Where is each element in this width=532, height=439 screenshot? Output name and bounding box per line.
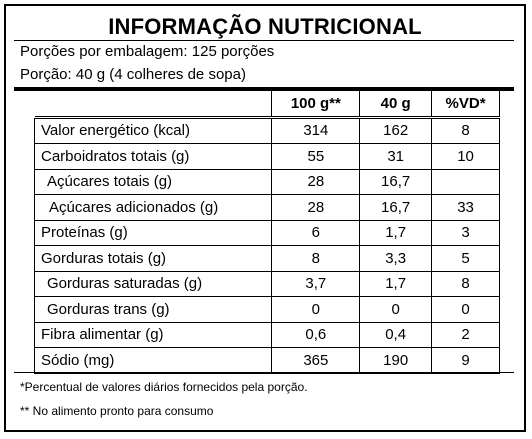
column-header-40g: 40 g [359, 90, 433, 117]
row-label: Valor energético (kcal) [33, 117, 273, 144]
value-40g: 1,7 [359, 270, 433, 297]
value-vd: 10 [431, 143, 500, 170]
column-header-nutrient [34, 90, 273, 117]
value-vd: 3 [431, 219, 500, 246]
value-vd: 0 [431, 296, 500, 323]
table-row: Gorduras saturadas (g) 3,7 1,7 8 [33, 270, 500, 297]
value-100g: 365 [271, 347, 361, 374]
value-100g: 0 [271, 296, 361, 323]
value-100g: 314 [271, 117, 361, 144]
value-40g: 162 [359, 117, 433, 144]
panel-title: INFORMAÇÃO NUTRICIONAL [108, 14, 422, 39]
row-label: Sódio (mg) [33, 347, 273, 374]
row-label: Açúcares adicionados (g) [33, 194, 273, 221]
value-100g: 6 [271, 219, 361, 246]
value-40g: 1,7 [359, 219, 433, 246]
title-divider [14, 40, 514, 41]
row-label: Gorduras saturadas (g) [33, 270, 273, 297]
value-vd [431, 168, 500, 195]
table-row: Sódio (mg) 365 190 9 [33, 347, 500, 374]
value-100g: 28 [271, 168, 361, 195]
value-vd: 33 [431, 194, 500, 221]
value-100g: 55 [271, 143, 361, 170]
footnote-divider [14, 372, 514, 373]
column-header-vd: %VD* [431, 90, 500, 117]
value-vd: 5 [431, 245, 500, 272]
row-label: Açúcares totais (g) [33, 168, 273, 195]
nutrition-facts-panel: INFORMAÇÃO NUTRICIONAL [4, 4, 526, 432]
table-row: Gorduras trans (g) 0 0 0 [33, 296, 500, 323]
table-row: Gorduras totais (g) 8 3,3 5 [33, 245, 500, 272]
row-label: Gorduras trans (g) [33, 296, 273, 323]
nutrition-table: 100 g** 40 g %VD* Valor energético (kcal… [33, 90, 500, 374]
table-row: Valor energético (kcal) 314 162 8 [33, 117, 500, 144]
footnote-ready-to-eat: ** No alimento pronto para consumo [20, 404, 214, 418]
value-vd: 9 [431, 347, 500, 374]
column-header-100g: 100 g** [271, 90, 361, 117]
table-row: Fibra alimentar (g) 0,6 0,4 2 [33, 321, 500, 348]
header-divider [14, 87, 514, 91]
value-40g: 31 [359, 143, 433, 170]
row-label: Gorduras totais (g) [33, 245, 273, 272]
value-40g: 0 [359, 296, 433, 323]
footnote-vd: *Percentual de valores diários fornecido… [20, 380, 308, 394]
value-vd: 2 [431, 321, 500, 348]
table-header-row: 100 g** 40 g %VD* [34, 90, 500, 117]
value-40g: 190 [359, 347, 433, 374]
portion-size: Porção: 40 g (4 colheres de sopa) [20, 66, 246, 83]
servings-per-package: Porções por embalagem: 125 porções [20, 43, 275, 60]
value-100g: 28 [271, 194, 361, 221]
value-100g: 8 [271, 245, 361, 272]
table-row: Carboidratos totais (g) 55 31 10 [33, 143, 500, 170]
header-gap [34, 115, 500, 119]
value-40g: 3,3 [359, 245, 433, 272]
row-label: Fibra alimentar (g) [33, 321, 273, 348]
value-100g: 3,7 [271, 270, 361, 297]
value-vd: 8 [431, 117, 500, 144]
value-40g: 16,7 [359, 168, 433, 195]
row-label: Proteínas (g) [33, 219, 273, 246]
value-40g: 0,4 [359, 321, 433, 348]
value-vd: 8 [431, 270, 500, 297]
table-row: Proteínas (g) 6 1,7 3 [33, 219, 500, 246]
table-row: Açúcares totais (g) 28 16,7 [33, 168, 500, 195]
row-label: Carboidratos totais (g) [33, 143, 273, 170]
value-40g: 16,7 [359, 194, 433, 221]
table-row: Açúcares adicionados (g) 28 16,7 33 [33, 194, 500, 221]
value-100g: 0,6 [271, 321, 361, 348]
